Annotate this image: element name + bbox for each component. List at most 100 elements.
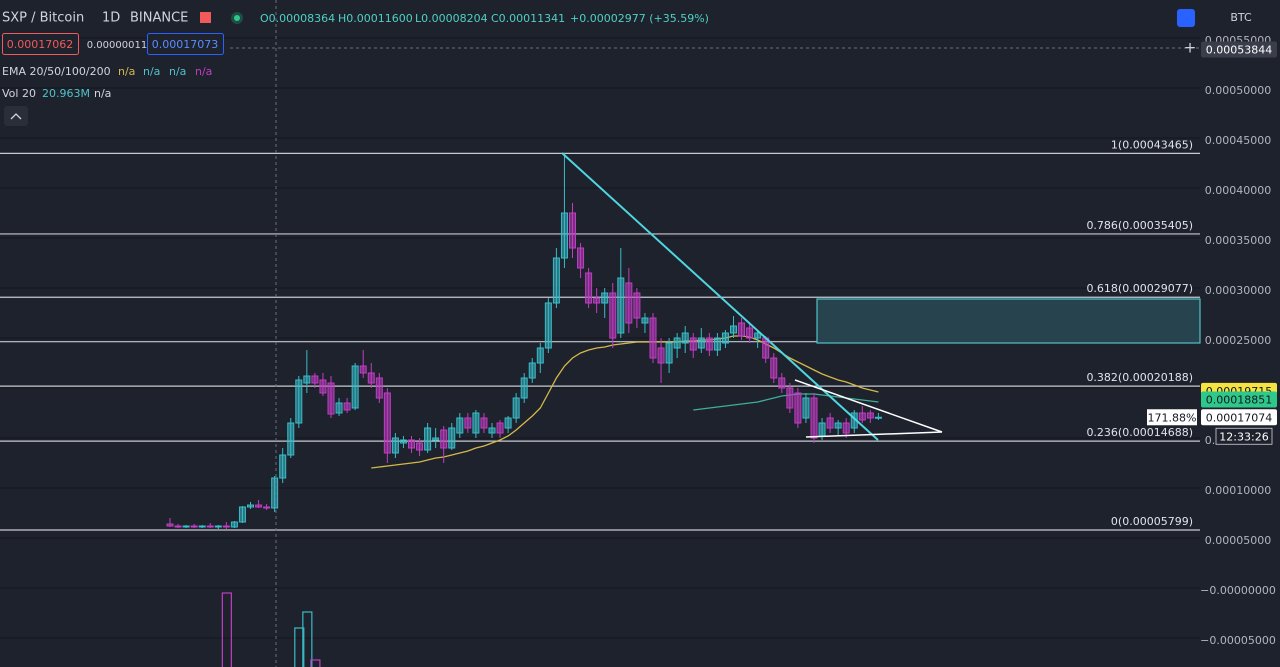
candle-body [689,337,697,351]
candle-body [601,292,609,304]
candle-body [440,429,448,449]
candle-body [697,337,705,349]
ohlc-change: +0.00002977 (+35.59%) [570,12,709,25]
y-tick-label: 0.00040000 [1205,184,1271,197]
candle-body [673,337,681,349]
candle-body [222,525,230,528]
y-tick-label: 0.00045000 [1205,134,1271,147]
countdown: 12:33:26 [1219,430,1268,443]
price-label-box [1201,391,1277,408]
status-dot-inner [234,15,240,21]
candle-body [633,292,641,319]
candle-body [504,417,512,429]
spread: 0.00000011 [87,40,147,51]
candle-body [263,506,271,509]
candle-body [287,422,295,456]
candle-body [359,365,367,374]
exchange: BINANCE [130,11,188,26]
ema-value: n/a [118,65,135,78]
candle-body [303,375,311,384]
candle-body [198,525,206,528]
candle-body [456,417,464,434]
y-tick-label: −0.00005000 [1200,634,1276,647]
candle-body [367,372,375,384]
candle-body [448,427,456,449]
candle-body [512,397,520,419]
candle-body [802,397,810,419]
candle-body [383,392,391,454]
candle-body [255,504,263,508]
candle-body [713,337,721,351]
candle-body [746,327,754,339]
y-tick-label: −0.00000000 [1200,584,1276,597]
candle-body [810,397,818,439]
y-tick-label: 0.00030000 [1205,284,1271,297]
candle-body [496,422,504,434]
candle-body [206,525,214,528]
fib-label: 0.786(0.00035405) [1086,219,1193,232]
candle-body [641,317,649,324]
candle-body [866,412,874,419]
volume-bar [221,592,232,667]
triangle-upper [794,379,943,433]
candle-body [754,332,762,339]
candle-body [375,377,383,399]
candle-body [721,332,729,344]
currency[interactable]: BTC [1230,11,1252,24]
candle-body [569,212,576,249]
candle-body [520,377,528,399]
ema-value: n/a [143,65,160,78]
candle-body [319,379,327,394]
candle-body [826,417,834,429]
candle-body [536,347,544,364]
candle-body [552,257,560,304]
candle-body [327,382,335,415]
candle-body [464,417,472,429]
candle-body [858,412,866,421]
collapse-button[interactable] [4,106,28,126]
price-label: 0.00053844 [1206,44,1272,57]
candle-body [416,442,424,451]
candle-body [424,427,432,451]
triangle-lower [805,431,943,438]
candle-body [609,292,617,339]
symbol[interactable]: SXP / Bitcoin [2,11,84,26]
volume-bar [294,627,305,667]
candle-body [577,247,585,269]
candle-body [617,277,625,334]
candle-body [705,337,713,351]
candle-body [472,412,480,434]
candle-body [230,521,238,528]
candle-body [834,422,842,429]
range-box [816,298,1201,344]
fib-label: 0.618(0.00029077) [1086,282,1193,295]
sell-button[interactable] [2,33,79,55]
crosshair-plus[interactable]: + [1184,39,1197,57]
sell-price[interactable]: 0.00017062 [7,38,73,51]
ema-value: n/a [169,65,186,78]
flag-icon[interactable] [200,12,211,23]
candle-body [625,282,633,324]
collapse-icon [10,113,22,120]
candle-body [182,525,190,528]
fib-label: 0(0.00005799) [1111,515,1193,528]
y-tick-label: 0.00025000 [1205,334,1271,347]
candle-body [786,387,794,409]
y-tick-label: 0.00005000 [1205,534,1271,547]
candle-body [335,402,343,414]
ohlc-high: H0.00011600 [338,12,413,25]
candle-body [214,525,222,528]
trend-line [561,152,879,441]
fib-label: 0.236(0.00014688) [1086,426,1193,439]
vol-value: 20.963M [42,87,90,100]
candle-body [391,437,399,454]
interval[interactable]: 1D [102,11,120,26]
y-tick-label: 0.00010000 [1205,484,1271,497]
buy-button[interactable] [147,33,224,55]
candle-body [166,523,174,527]
buy-price[interactable]: 0.00017073 [152,38,218,51]
y-tick-label: 0.00050000 [1205,84,1271,97]
candle-body [544,302,552,349]
compare-icon[interactable] [1177,9,1195,27]
candle-body [247,504,254,508]
